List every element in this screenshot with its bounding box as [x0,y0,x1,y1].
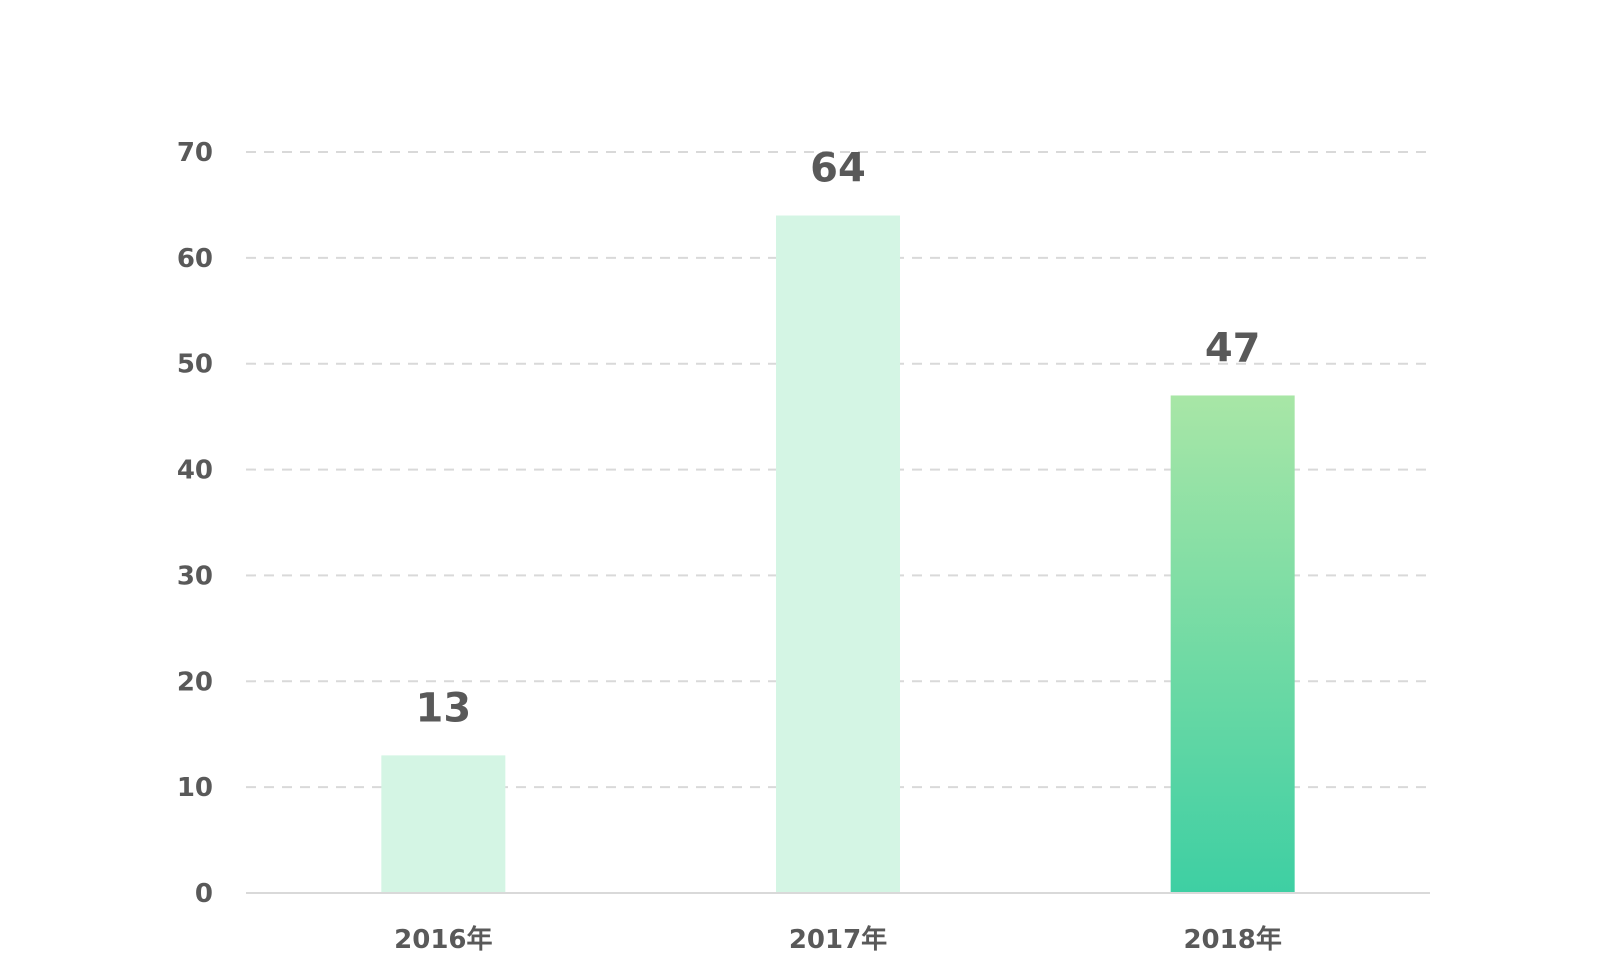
y-tick-label-40: 40 [177,456,213,486]
bar-2018年 [1170,395,1295,893]
bar-2016年 [381,755,506,893]
y-tick-label-50: 50 [177,350,213,380]
x-axis-category-labels: 2016年 2017年 2018年 [394,924,1282,955]
bars [381,215,1295,893]
y-tick-label-0: 0 [195,879,213,909]
y-tick-label-60: 60 [177,244,213,274]
x-category-label-2017年: 2017年 [789,924,887,955]
x-category-label-2018年: 2018年 [1183,924,1281,955]
x-category-label-2016年: 2016年 [394,924,492,955]
y-tick-label-70: 70 [177,138,213,168]
bar-value-label-2017年: 64 [810,146,866,192]
bar-value-labels: 13 64 47 [415,146,1260,732]
y-tick-label-20: 20 [177,667,213,697]
y-axis-tick-labels: 0 10 20 30 40 50 60 70 [177,138,213,909]
bar-value-label-2018年: 47 [1205,325,1261,371]
y-tick-label-30: 30 [177,561,213,591]
y-tick-label-10: 10 [177,773,213,803]
bar-value-label-2016年: 13 [415,685,471,731]
bar-2017年 [776,215,900,893]
